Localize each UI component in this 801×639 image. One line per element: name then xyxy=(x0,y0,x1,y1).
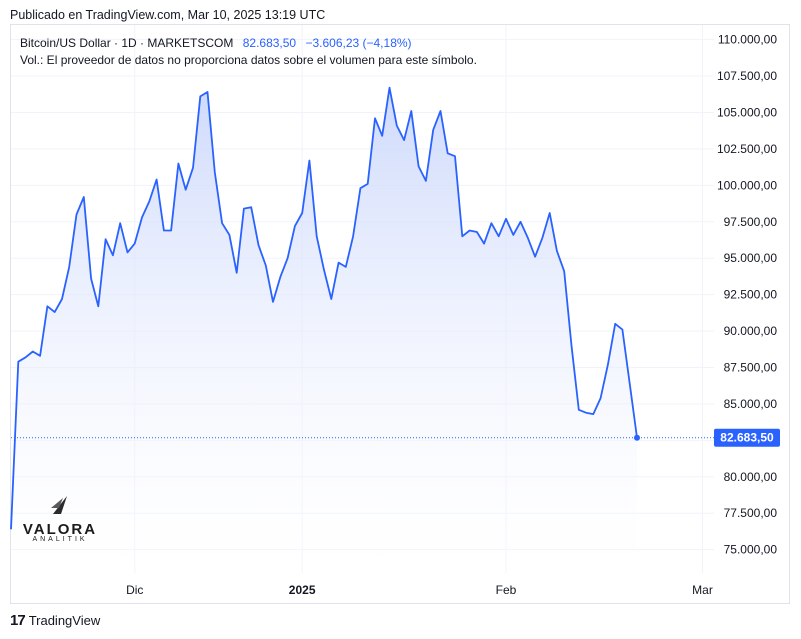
valora-logo-icon xyxy=(51,496,67,514)
footer-brand: TradingView xyxy=(28,613,101,628)
x-tick-label: Feb xyxy=(496,583,517,597)
watermark-name: VALORA xyxy=(22,521,98,538)
y-tick-label: 90.000,00 xyxy=(724,324,778,338)
y-tick-label: 92.500,00 xyxy=(724,288,778,302)
y-tick-label: 80.000,00 xyxy=(724,470,778,484)
y-tick-label: 102.500,00 xyxy=(717,142,777,156)
watermark-sub: ANALITIK xyxy=(32,536,88,543)
y-tick-label: 105.000,00 xyxy=(717,105,777,119)
last-price-marker: 82.683,50 xyxy=(11,428,780,447)
y-tick-label: 77.500,00 xyxy=(724,506,778,520)
x-tick-label: Dic xyxy=(126,583,143,597)
y-tick-label: 97.500,00 xyxy=(724,215,778,229)
tradingview-logo-icon: 17 xyxy=(10,612,26,629)
legend-change: −3.606,23 (−4,18%) xyxy=(305,36,412,50)
area-shape xyxy=(11,87,637,573)
valora-watermark: VALORA ANALITIK xyxy=(20,494,100,543)
legend-price: 82.683,50 xyxy=(242,36,297,50)
published-caption: Publicado en TradingView.com, Mar 10, 20… xyxy=(10,8,326,22)
series-line xyxy=(10,86,638,530)
y-tick-label: 75.000,00 xyxy=(724,543,778,557)
chart-legend: Bitcoin/US Dollar · 1D · MARKETSCOM 82.6… xyxy=(20,35,477,69)
last-price-tag xyxy=(714,428,780,447)
last-price-label: 82.683,50 xyxy=(720,431,774,445)
y-tick-label: 95.000,00 xyxy=(724,251,778,265)
x-tick-label: Mar xyxy=(692,583,713,597)
y-tick-label: 107.500,00 xyxy=(717,69,777,83)
y-axis: 75.000,0077.500,0080.000,0082.500,0085.0… xyxy=(717,33,777,557)
y-tick-label: 85.000,00 xyxy=(724,397,778,411)
y-tick-label: 110.000,00 xyxy=(718,33,777,47)
area-fill xyxy=(11,87,637,573)
price-line xyxy=(10,86,638,530)
y-tick-label: 87.500,00 xyxy=(724,361,778,375)
tradingview-footer[interactable]: 17 TradingView xyxy=(10,612,100,629)
chart-frame xyxy=(10,24,790,604)
volume-note: Vol.: El proveedor de datos no proporcio… xyxy=(20,53,477,67)
x-axis: Dic 2025 Feb Mar xyxy=(126,583,713,597)
symbol-label: Bitcoin/US Dollar · 1D · MARKETSCOM xyxy=(20,36,234,50)
y-tick-label: 100.000,00 xyxy=(717,178,777,192)
last-point xyxy=(634,434,640,441)
x-tick-label: 2025 xyxy=(289,583,316,597)
